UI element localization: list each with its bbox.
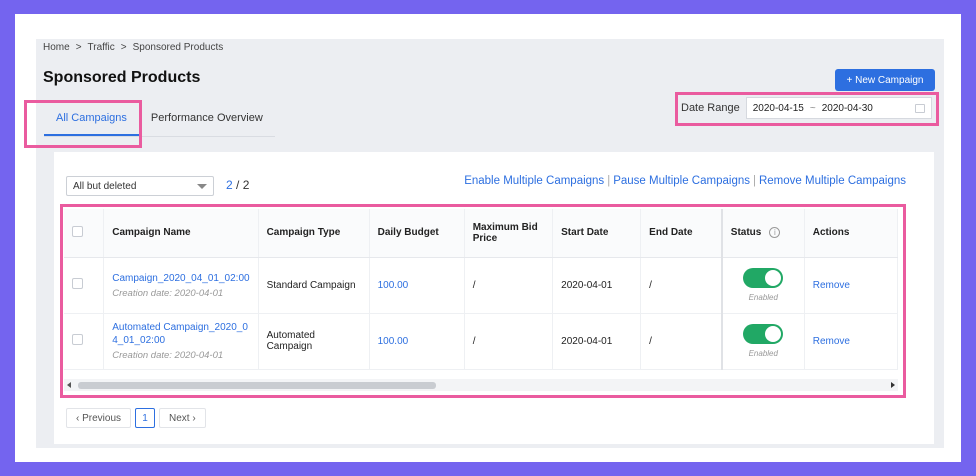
campaign-name-cell: Automated Campaign_2020_04_01_02:00 Crea… [103,313,259,370]
status-cell: Enabled [720,313,805,370]
breadcrumb-traffic[interactable]: Traffic [87,42,115,53]
max-bid-cell: / [464,313,554,370]
end-date-cell: / [640,257,723,314]
row-select-cell [64,257,105,314]
enable-multiple-link[interactable]: Enable Multiple Campaigns [464,175,605,187]
breadcrumb: Home > Traffic > Sponsored Products [43,42,223,53]
previous-page-button[interactable]: ‹ Previous [66,408,132,428]
remove-multiple-link[interactable]: Remove Multiple Campaigns [758,175,906,187]
status-label: Enabled [748,349,778,358]
daily-budget-link[interactable]: 100.00 [377,279,409,291]
header-campaign-type: Campaign Type [258,209,370,258]
bulk-separator: | [607,175,611,187]
header-status: Status i [720,209,805,258]
scroll-right-icon[interactable] [891,382,895,388]
scroll-thumb[interactable] [78,382,436,389]
count-total: 2 [242,178,250,192]
table-row: Automated Campaign_2020_04_01_02:00 Crea… [64,313,898,370]
start-date-cell: 2020-04-01 [552,257,642,314]
campaign-name-cell: Campaign_2020_04_01_02:00 Creation date:… [103,257,259,314]
date-range-label: Date Range [681,102,740,114]
page-number-current[interactable]: 1 [135,408,156,428]
table-horizontal-scrollbar[interactable] [64,379,898,391]
campaign-type-cell: Standard Campaign [258,257,370,314]
header-start-date: Start Date [552,209,642,258]
pause-multiple-link[interactable]: Pause Multiple Campaigns [613,175,750,187]
table-header-row: Campaign Name Campaign Type Daily Budget… [64,209,898,258]
max-bid-cell: / [464,257,554,314]
info-icon[interactable]: i [769,227,781,239]
row-checkbox[interactable] [72,334,83,345]
tabs-highlight-box [24,100,142,148]
actions-cell: Remove [804,313,898,370]
date-range-picker[interactable]: 2020-04-15 ~ 2020-04-30 [745,97,932,119]
remove-link[interactable]: Remove [812,279,850,291]
breadcrumb-home[interactable]: Home [43,42,70,53]
next-page-button[interactable]: Next › [159,408,206,428]
bulk-separator: | [752,175,756,187]
campaign-name-link[interactable]: Automated Campaign_2020_04_01_02:00 [112,322,248,346]
row-checkbox[interactable] [72,278,83,289]
breadcrumb-separator: > [120,42,127,53]
tab-all-campaigns[interactable]: All Campaigns [44,105,139,136]
creation-date: Creation date: 2020-04-01 [112,350,224,361]
date-start[interactable]: 2020-04-15 [752,102,804,114]
table-row: Campaign_2020_04_01_02:00 Creation date:… [64,257,898,314]
page-title: Sponsored Products [43,69,201,86]
status-filter-select[interactable]: All but deleted [66,176,214,196]
status-filter-value: All but deleted [73,180,137,192]
select-all-checkbox[interactable] [72,225,83,237]
daily-budget-cell: 100.00 [369,313,465,370]
header-actions: Actions [804,209,898,258]
date-range-highlight-box [675,92,939,126]
breadcrumb-current: Sponsored Products [132,42,224,53]
date-separator: ~ [809,102,816,114]
new-campaign-button[interactable]: + New Campaign [835,69,935,91]
campaign-type-cell: Automated Campaign [258,313,370,370]
campaigns-table-wrapper: Campaign Name Campaign Type Daily Budget… [64,209,898,393]
row-select-cell [64,313,105,370]
header-max-bid-price: Maximum Bid Price [464,209,554,258]
date-end[interactable]: 2020-04-30 [821,102,873,114]
bulk-actions: Enable Multiple Campaigns | Pause Multip… [464,175,906,187]
header-select-all [64,209,105,258]
scroll-left-icon[interactable] [67,382,71,388]
pagination: ‹ Previous 1 Next › [66,408,206,428]
status-label: Enabled [748,293,778,302]
actions-cell: Remove [804,257,898,314]
daily-budget-link[interactable]: 100.00 [377,335,409,347]
start-date-cell: 2020-04-01 [552,313,642,370]
header-status-label: Status [730,227,762,239]
header-end-date: End Date [640,209,723,258]
status-toggle[interactable] [743,268,784,288]
tab-performance-overview[interactable]: Performance Overview [150,112,263,124]
count-separator: / [236,178,240,192]
calendar-icon[interactable] [914,103,925,113]
count-shown: 2 [226,178,233,192]
campaign-tabs: All Campaigns Performance Overview [44,105,275,137]
status-toggle[interactable] [743,324,784,344]
daily-budget-cell: 100.00 [369,257,465,314]
remove-link[interactable]: Remove [812,335,850,347]
chevron-down-icon [197,183,207,189]
campaign-name-link[interactable]: Campaign_2020_04_01_02:00 [112,272,250,284]
date-range: Date Range 2020-04-15 ~ 2020-04-30 [681,97,932,119]
creation-date: Creation date: 2020-04-01 [112,287,224,299]
campaigns-table: Campaign Name Campaign Type Daily Budget… [64,209,898,370]
header-campaign-name: Campaign Name [103,209,259,258]
status-cell: Enabled [720,257,805,314]
breadcrumb-separator: > [75,42,82,53]
campaign-count: 2 / 2 [226,178,249,192]
page-container: Home > Traffic > Sponsored Products Spon… [36,39,944,448]
header-daily-budget: Daily Budget [369,209,465,258]
table-highlight-box [60,204,906,398]
